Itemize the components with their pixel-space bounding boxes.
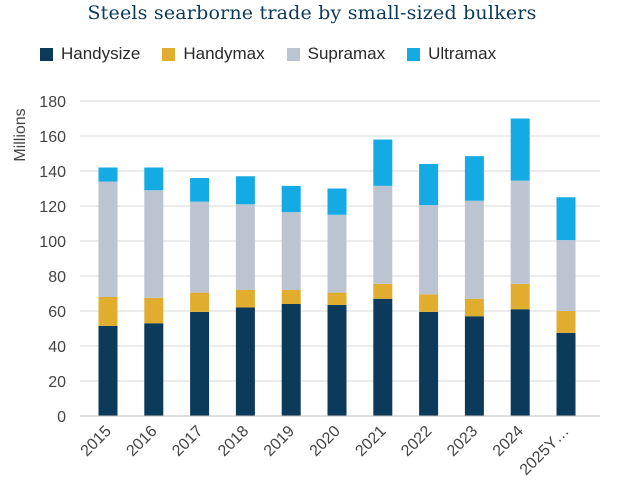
bar-segment-ultramax-2024 bbox=[510, 118, 530, 181]
bar-segment-ultramax-2015 bbox=[98, 167, 118, 182]
bar-segment-supramax-2022 bbox=[419, 205, 439, 295]
legend-item-ultramax: Ultramax bbox=[407, 44, 496, 64]
bar-segment-handysize-2021 bbox=[373, 298, 393, 416]
bar-segment-handymax-2023 bbox=[464, 298, 484, 317]
x-tick-label: 2024 bbox=[490, 423, 527, 460]
bar-segment-handysize-2016 bbox=[144, 323, 164, 416]
bar-segment-ultramax-2018 bbox=[235, 176, 255, 205]
bar-segment-handysize-2019 bbox=[281, 304, 301, 416]
y-tick-label: 160 bbox=[39, 129, 66, 146]
bar-segment-handymax-2020 bbox=[327, 292, 347, 305]
bar-segment-handysize-2015 bbox=[98, 325, 118, 416]
y-tick-label: 60 bbox=[48, 304, 66, 321]
bar-segment-handysize-2023 bbox=[464, 316, 484, 416]
y-tick-label: 20 bbox=[48, 374, 66, 391]
bar-segment-handysize-2018 bbox=[235, 307, 255, 416]
bar-segment-supramax-2019 bbox=[281, 212, 301, 290]
bar-segment-ultramax-2022 bbox=[419, 164, 439, 206]
legend-swatch-handysize bbox=[40, 47, 53, 61]
x-tick-label: 2018 bbox=[215, 423, 252, 460]
legend-label-handysize: Handysize bbox=[61, 44, 141, 63]
x-tick-label: 2022 bbox=[398, 423, 435, 460]
bar-segment-handysize-2024 bbox=[510, 309, 530, 416]
bar-segment-handysize-2025Y bbox=[556, 332, 576, 416]
x-tick-label: 2016 bbox=[123, 423, 160, 460]
bar-segment-handymax-2015 bbox=[98, 297, 118, 326]
bar-segment-handymax-2016 bbox=[144, 297, 164, 324]
legend-item-supramax: Supramax bbox=[286, 44, 386, 64]
bars bbox=[98, 118, 576, 416]
legend-swatch-supramax bbox=[286, 47, 300, 61]
bar-segment-ultramax-2017 bbox=[190, 178, 210, 202]
y-tick-label: 120 bbox=[39, 199, 66, 216]
bar-segment-supramax-2025Y bbox=[556, 240, 576, 311]
x-tick-label: 2019 bbox=[261, 423, 298, 460]
bar-segment-ultramax-2021 bbox=[373, 139, 393, 186]
x-tick-label: 2023 bbox=[444, 423, 481, 460]
bar-segment-supramax-2020 bbox=[327, 214, 347, 293]
bar-segment-handymax-2021 bbox=[373, 283, 393, 299]
bar-segment-ultramax-2023 bbox=[464, 156, 484, 201]
bar-segment-supramax-2018 bbox=[235, 204, 255, 290]
bar-segment-handysize-2022 bbox=[419, 311, 439, 416]
legend-label-supramax: Supramax bbox=[307, 44, 386, 63]
y-tick-label: 180 bbox=[39, 94, 66, 111]
bar-segment-handymax-2024 bbox=[510, 283, 530, 310]
bar-segment-supramax-2016 bbox=[144, 190, 164, 298]
y-tick-label: 40 bbox=[48, 339, 66, 356]
x-tick-label: 2015 bbox=[78, 423, 115, 460]
legend-label-ultramax: Ultramax bbox=[428, 44, 497, 63]
legend-swatch-handymax bbox=[162, 47, 176, 61]
bar-segment-handysize-2017 bbox=[190, 311, 210, 416]
legend-label-handymax: Handymax bbox=[183, 44, 265, 63]
bar-segment-supramax-2015 bbox=[98, 181, 118, 297]
legend-swatch-ultramax bbox=[407, 47, 421, 61]
chart-title: Steels searborne trade by small-sized bu… bbox=[87, 2, 537, 24]
bar-segment-handymax-2025Y bbox=[556, 311, 576, 333]
bar-segment-ultramax-2020 bbox=[327, 188, 347, 215]
legend-item-handysize: Handysize bbox=[40, 44, 140, 64]
legend: Handysize Handymax Supramax Ultramax bbox=[40, 44, 496, 64]
bar-segment-supramax-2024 bbox=[510, 180, 530, 284]
bar-segment-ultramax-2016 bbox=[144, 167, 164, 191]
bar-segment-supramax-2017 bbox=[190, 201, 210, 293]
bar-segment-handymax-2019 bbox=[281, 290, 301, 304]
y-tick-label: 140 bbox=[39, 164, 66, 181]
y-axis-title: Millions bbox=[12, 108, 29, 161]
x-tick-label: 2021 bbox=[352, 423, 389, 460]
bar-segment-supramax-2023 bbox=[464, 200, 484, 299]
x-tick-label: 2020 bbox=[307, 423, 344, 460]
y-tick-label: 0 bbox=[57, 409, 66, 426]
bar-segment-handymax-2022 bbox=[419, 294, 439, 312]
bar-segment-handymax-2018 bbox=[235, 290, 255, 308]
x-tick-label: 2025Y… bbox=[517, 423, 573, 479]
x-tick-label: 2017 bbox=[169, 423, 206, 460]
bar-segment-handymax-2017 bbox=[190, 292, 210, 312]
bar-segment-ultramax-2025Y bbox=[556, 197, 576, 241]
bar-segment-handysize-2020 bbox=[327, 304, 347, 416]
bar-segment-ultramax-2019 bbox=[281, 185, 301, 213]
legend-item-handymax: Handymax bbox=[162, 44, 265, 64]
bar-segment-supramax-2021 bbox=[373, 185, 393, 284]
y-tick-label: 100 bbox=[39, 234, 66, 251]
y-tick-label: 80 bbox=[48, 269, 66, 286]
